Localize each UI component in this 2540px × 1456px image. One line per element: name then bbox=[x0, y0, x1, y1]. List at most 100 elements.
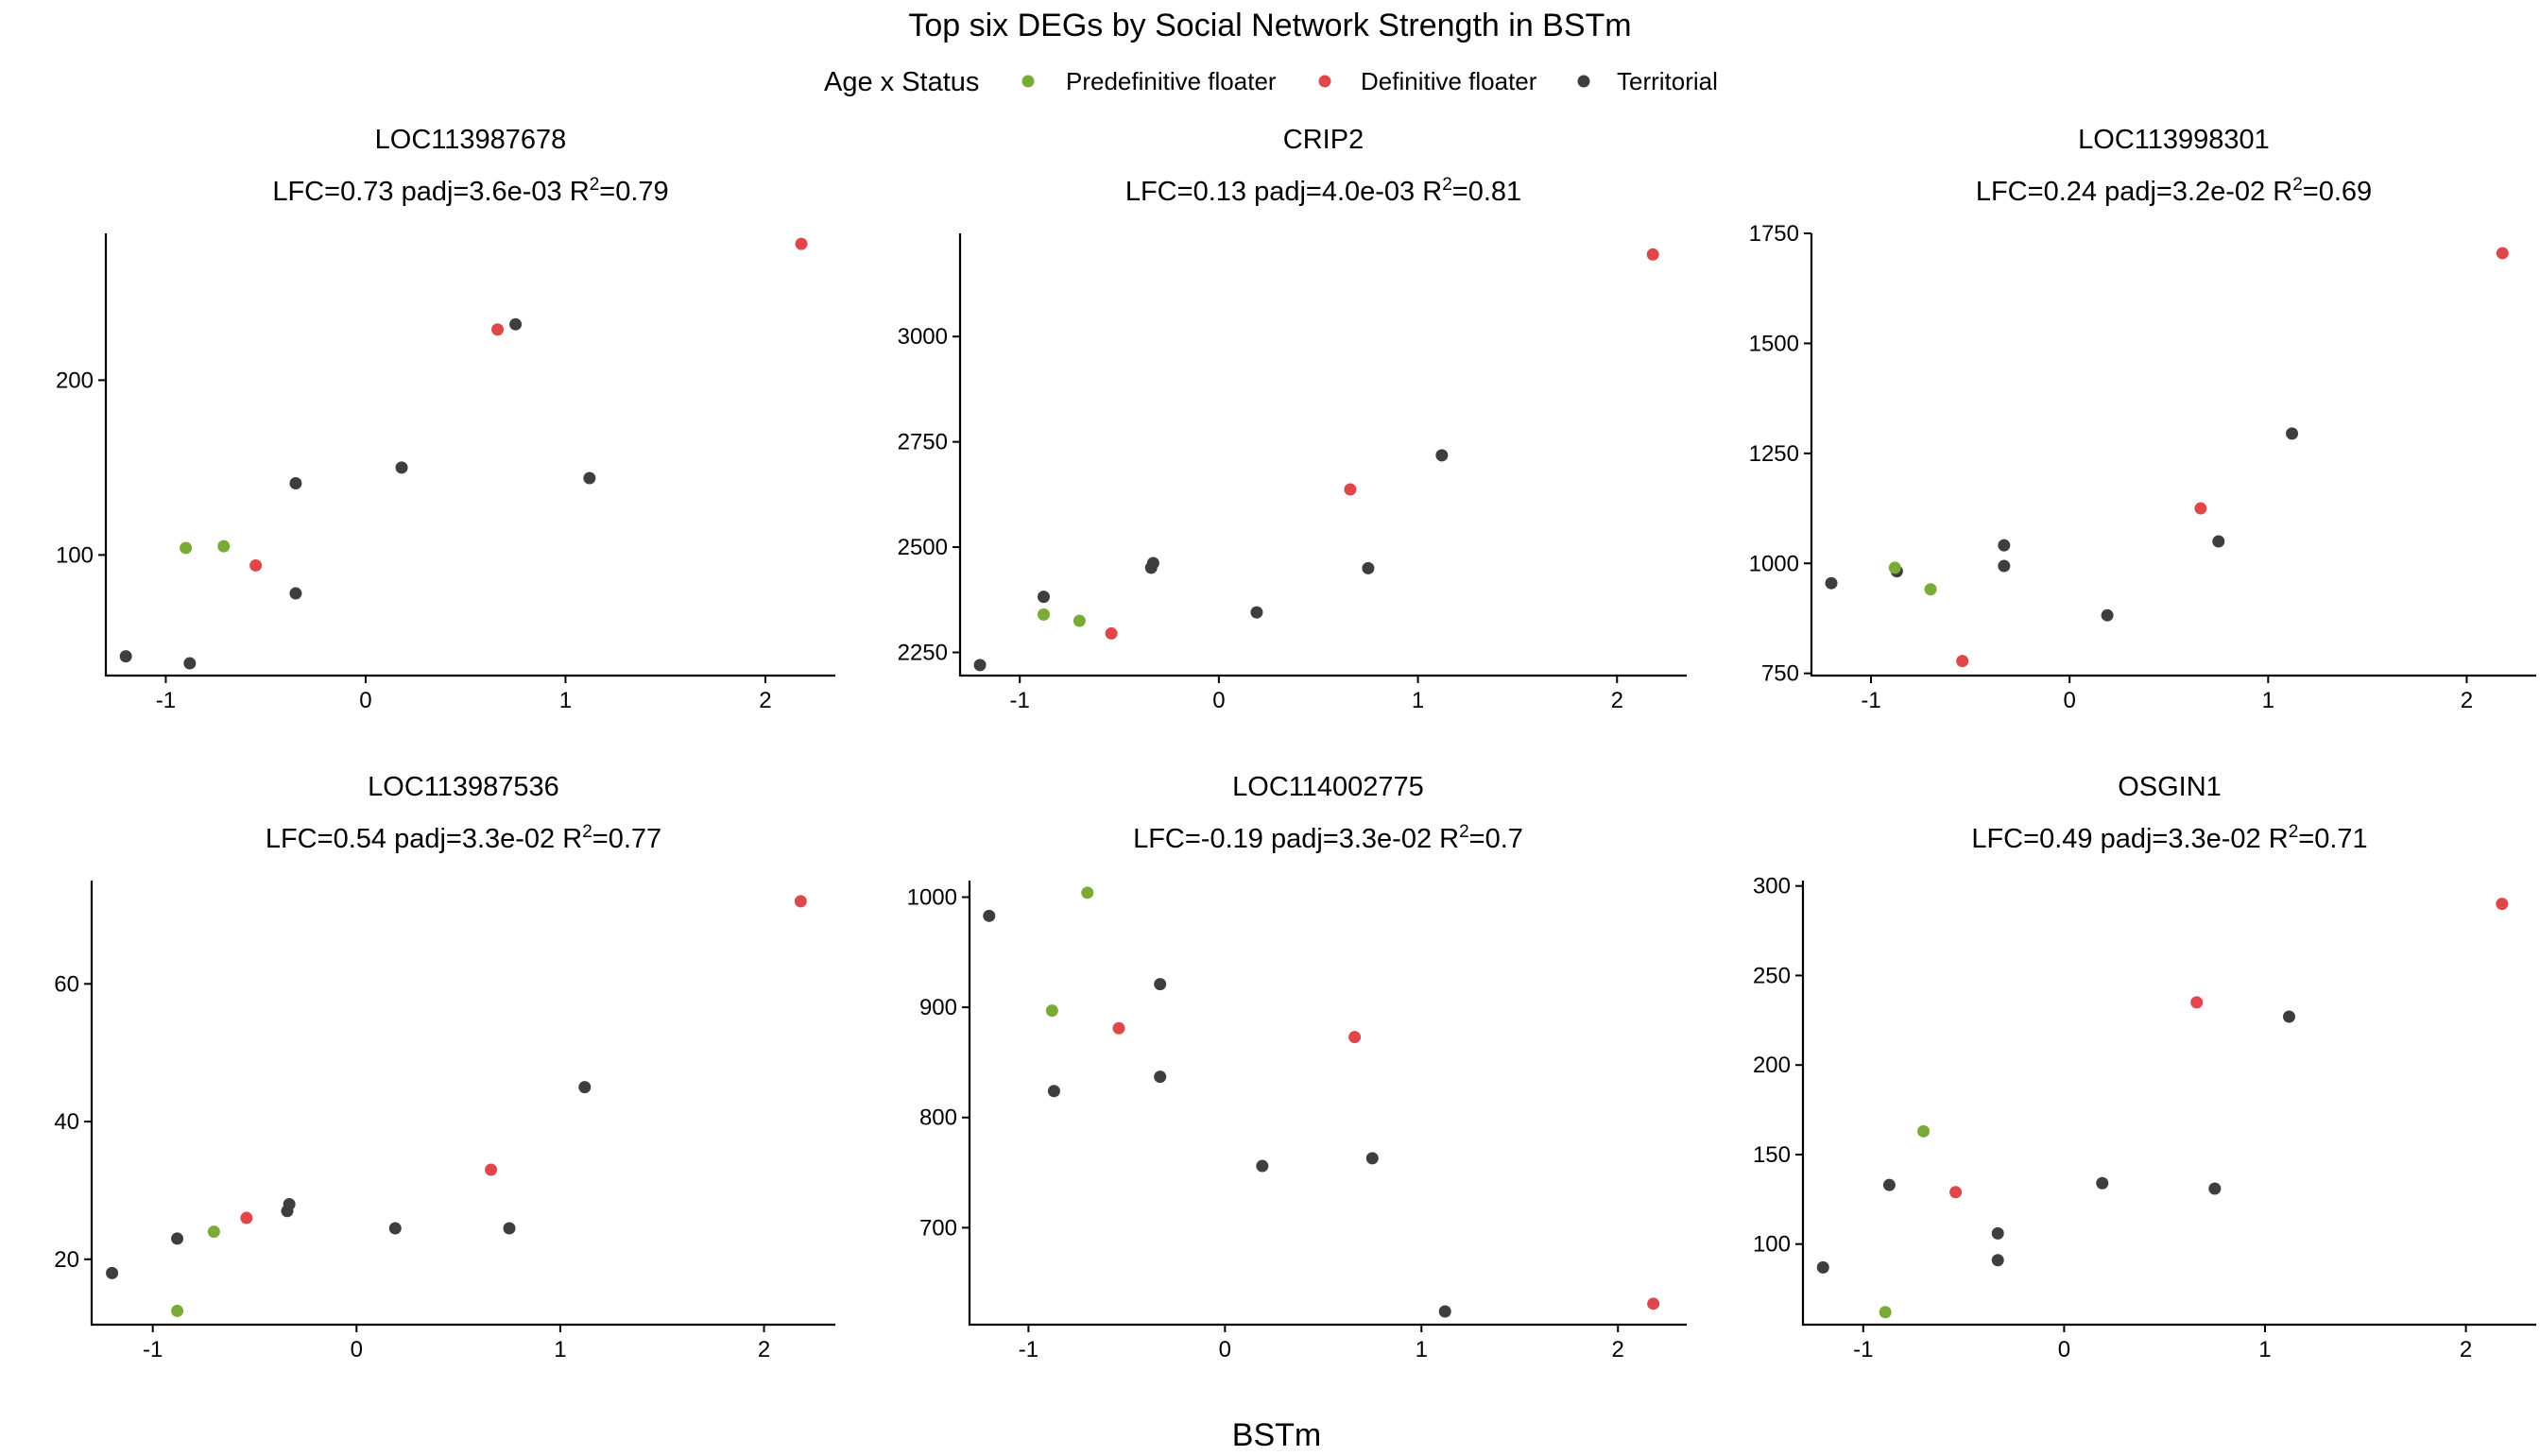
x-tick-label: 1 bbox=[2262, 688, 2274, 713]
y-tick-label: 3000 bbox=[898, 324, 948, 350]
point-territorial bbox=[583, 471, 596, 485]
point-predefinitive-floater bbox=[1917, 1124, 1931, 1138]
point-territorial bbox=[1146, 557, 1159, 570]
stats-value: =0.79 bbox=[599, 177, 668, 207]
point-territorial bbox=[973, 659, 987, 672]
x-tick-label: 1 bbox=[554, 1337, 566, 1362]
y-tick-label: 200 bbox=[56, 368, 94, 393]
stats-superscript: 2 bbox=[2292, 175, 2303, 195]
point-territorial bbox=[119, 650, 132, 663]
point-territorial bbox=[2286, 427, 2299, 440]
point-territorial bbox=[289, 587, 302, 600]
point-predefinitive-floater bbox=[1924, 583, 1937, 596]
point-definitive-floater bbox=[1646, 248, 1659, 261]
point-definitive-floater bbox=[1105, 626, 1118, 640]
point-definitive-floater bbox=[1348, 1031, 1362, 1044]
stats-superscript: 2 bbox=[582, 822, 592, 842]
x-tick-label: 2 bbox=[2461, 688, 2473, 713]
point-territorial bbox=[2208, 1182, 2222, 1195]
point-territorial bbox=[1991, 1226, 2004, 1240]
point-definitive-floater bbox=[2194, 502, 2207, 515]
panel-title: OSGIN1 bbox=[2118, 772, 2222, 802]
stats-superscript: 2 bbox=[2289, 822, 2299, 842]
y-tick-label: 1250 bbox=[1749, 441, 1799, 467]
y-tick-label: 100 bbox=[56, 542, 94, 568]
legend-key-territorial bbox=[1577, 75, 1590, 88]
x-tick-label: 2 bbox=[2460, 1337, 2472, 1362]
y-tick-label: 100 bbox=[1753, 1232, 1791, 1258]
y-tick-label: 800 bbox=[919, 1105, 957, 1131]
y-tick-label: 900 bbox=[919, 995, 957, 1020]
x-tick-label: 1 bbox=[2258, 1337, 2271, 1362]
point-territorial bbox=[289, 477, 302, 490]
point-predefinitive-floater bbox=[180, 541, 193, 555]
panel-stats: LFC=-0.19 padj=3.3e-02 R2=0.7 bbox=[1133, 822, 1523, 854]
x-tick-label: -1 bbox=[1019, 1337, 1038, 1362]
x-tick-label: 2 bbox=[759, 688, 771, 713]
point-territorial bbox=[2212, 535, 2225, 548]
point-predefinitive-floater bbox=[1888, 561, 1901, 574]
x-axis-label: BSTm bbox=[1232, 1417, 1321, 1451]
point-territorial bbox=[1365, 1152, 1379, 1165]
panel-title: LOC114002775 bbox=[1232, 772, 1424, 802]
point-territorial bbox=[2282, 1010, 2295, 1023]
x-tick-label: 1 bbox=[559, 688, 572, 713]
stats-main: LFC=0.13 padj=4.0e-03 R bbox=[1125, 177, 1442, 207]
x-tick-label: 1 bbox=[1412, 688, 1424, 713]
y-tick-label: 1000 bbox=[1749, 551, 1799, 576]
point-territorial bbox=[1998, 539, 2011, 552]
point-definitive-floater bbox=[491, 323, 505, 336]
x-tick-label: 0 bbox=[1219, 1337, 1231, 1362]
point-predefinitive-floater bbox=[171, 1304, 184, 1317]
panel-title: CRIP2 bbox=[1283, 125, 1364, 155]
y-tick-label: 2500 bbox=[898, 535, 948, 560]
point-predefinitive-floater bbox=[1081, 886, 1094, 899]
y-tick-label: 40 bbox=[54, 1109, 79, 1135]
point-definitive-floater bbox=[240, 1211, 253, 1225]
y-tick-label: 1750 bbox=[1749, 221, 1799, 247]
y-tick-label: 2750 bbox=[898, 430, 948, 455]
y-tick-label: 750 bbox=[1761, 661, 1799, 687]
point-territorial bbox=[1435, 449, 1449, 462]
x-tick-label: 2 bbox=[758, 1337, 770, 1362]
stats-value: =0.7 bbox=[1469, 824, 1523, 854]
y-tick-label: 1000 bbox=[907, 884, 957, 910]
panel-title: LOC113998301 bbox=[2078, 125, 2270, 155]
point-territorial bbox=[509, 317, 523, 331]
stats-superscript: 2 bbox=[590, 175, 600, 195]
point-definitive-floater bbox=[1344, 483, 1357, 496]
point-territorial bbox=[1816, 1260, 1829, 1274]
y-tick-label: 250 bbox=[1753, 963, 1791, 988]
point-predefinitive-floater bbox=[1879, 1306, 1892, 1319]
point-territorial bbox=[1882, 1178, 1896, 1191]
point-definitive-floater bbox=[2496, 898, 2509, 911]
panel-title: LOC113987678 bbox=[375, 125, 567, 155]
point-territorial bbox=[106, 1266, 119, 1279]
point-definitive-floater bbox=[2190, 996, 2204, 1009]
point-predefinitive-floater bbox=[207, 1225, 220, 1239]
point-definitive-floater bbox=[795, 237, 808, 250]
legend-label-territorial: Territorial bbox=[1617, 67, 1718, 95]
x-tick-label: 0 bbox=[1212, 688, 1225, 713]
x-tick-label: 0 bbox=[351, 1337, 363, 1362]
point-territorial bbox=[1154, 978, 1167, 991]
stats-main: LFC=0.24 padj=3.2e-02 R bbox=[1976, 177, 2292, 207]
point-territorial bbox=[183, 657, 197, 670]
point-territorial bbox=[1154, 1071, 1167, 1084]
x-tick-label: 0 bbox=[359, 688, 371, 713]
point-predefinitive-floater bbox=[217, 540, 231, 553]
stats-value: =0.69 bbox=[2303, 177, 2372, 207]
y-tick-label: 60 bbox=[54, 971, 79, 997]
y-tick-label: 200 bbox=[1753, 1053, 1791, 1078]
y-tick-label: 700 bbox=[919, 1215, 957, 1241]
stats-main: LFC=0.54 padj=3.3e-02 R bbox=[266, 824, 582, 854]
stats-main: LFC=-0.19 padj=3.3e-02 R bbox=[1133, 824, 1459, 854]
panel-stats: LFC=0.24 padj=3.2e-02 R2=0.69 bbox=[1976, 175, 2372, 207]
point-predefinitive-floater bbox=[1045, 1004, 1058, 1018]
x-tick-label: 2 bbox=[1612, 1337, 1624, 1362]
